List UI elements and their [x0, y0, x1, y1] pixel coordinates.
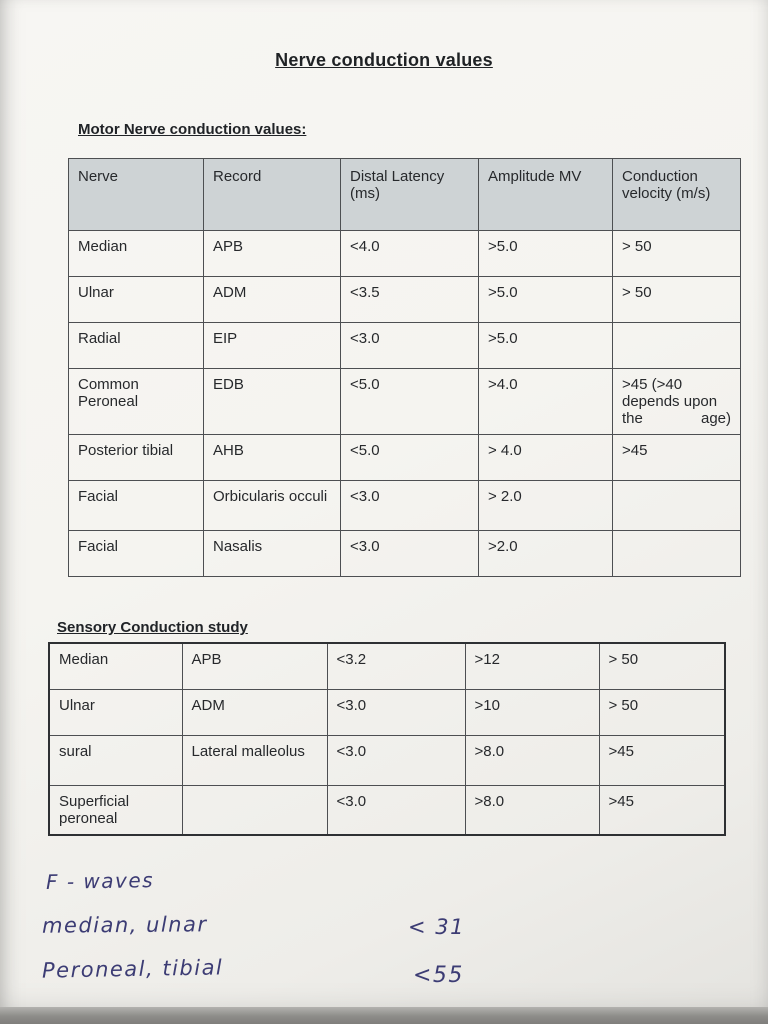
table-row: Facial Nasalis <3.0 >2.0: [68, 530, 741, 577]
table-cell: EIP: [203, 322, 341, 369]
table-cell: > 2.0: [478, 480, 613, 531]
table-cell: Nasalis: [203, 530, 341, 577]
table-cell: <3.0: [326, 734, 466, 786]
table-cell: <3.5: [340, 276, 479, 323]
table-cell: >5.0: [478, 276, 613, 323]
table-cell: Median: [48, 642, 183, 690]
table-cell: Common Peroneal: [68, 368, 204, 435]
table-cell: > 50: [612, 276, 741, 323]
table-cell: Lateral malleolus: [181, 734, 328, 786]
table-cell: >45: [598, 734, 726, 786]
table-cell: Radial: [68, 322, 204, 369]
handwritten-value-peroneal-tibial: <55: [413, 963, 464, 988]
table-header-cell: Nerve: [68, 158, 204, 231]
table-cell: <3.0: [340, 530, 479, 577]
table-cell: >45: [612, 434, 741, 481]
motor-section-heading: Motor Nerve conduction values:: [78, 121, 307, 138]
table-cell: [181, 784, 328, 836]
table-cell: AHB: [203, 434, 341, 481]
table-cell: >45: [598, 784, 726, 836]
table-header-cell: Conduction velocity (m/s): [612, 158, 741, 231]
table-cell: [612, 480, 741, 531]
table-row: Posterior tibial AHB <5.0 > 4.0 >45: [68, 434, 741, 481]
table-row: Radial EIP <3.0 >5.0: [68, 322, 741, 369]
table-row: Facial Orbicularis occuli <3.0 > 2.0: [68, 480, 741, 531]
table-cell: Facial: [68, 480, 204, 531]
table-cell: <3.0: [326, 688, 466, 736]
table-cell: ADM: [203, 276, 341, 323]
handwritten-note-median-ulnar: median, ulnar: [41, 912, 208, 938]
table-cell: >4.0: [478, 368, 613, 435]
table-cell: >5.0: [478, 230, 613, 277]
table-cell: >45 (>40 depends upon the age): [612, 368, 741, 435]
sensory-table: Median APB <3.2 >12 > 50 Ulnar ADM <3.0 …: [48, 642, 726, 836]
table-cell: <5.0: [340, 434, 479, 481]
table-cell: APB: [181, 642, 328, 690]
table-header-cell: Record: [203, 158, 341, 231]
table-row: Ulnar ADM <3.5 >5.0 > 50: [68, 276, 741, 323]
photo-background-edge: [0, 1007, 768, 1024]
table-row: sural Lateral malleolus <3.0 >8.0 >45: [48, 734, 726, 786]
table-cell: Posterior tibial: [68, 434, 204, 481]
motor-table: Nerve Record Distal Latency (ms) Amplitu…: [68, 158, 741, 577]
table-cell: > 50: [598, 688, 726, 736]
table-header-cell: Distal Latency (ms): [340, 158, 479, 231]
table-cell: Ulnar: [68, 276, 204, 323]
table-cell: [612, 322, 741, 369]
table-cell: <3.2: [326, 642, 466, 690]
table-row: Common Peroneal EDB <5.0 >4.0 >45 (>40 d…: [68, 368, 741, 435]
table-header-cell: Amplitude MV: [478, 158, 613, 231]
table-cell: > 4.0: [478, 434, 613, 481]
table-cell: >2.0: [478, 530, 613, 577]
table-cell: >12: [464, 642, 600, 690]
table-cell: EDB: [203, 368, 341, 435]
table-cell: > 50: [598, 642, 726, 690]
table-cell: Median: [68, 230, 204, 277]
table-row: Median APB <3.2 >12 > 50: [48, 642, 726, 690]
table-cell: Orbicularis occuli: [203, 480, 341, 531]
table-cell: <3.0: [340, 480, 479, 531]
handwritten-note-peroneal-tibial: Peroneal, tibial: [41, 955, 224, 983]
table-cell: Superficial peroneal: [48, 784, 183, 836]
table-cell: > 50: [612, 230, 741, 277]
table-cell: >8.0: [464, 734, 600, 786]
motor-header-row: Nerve Record Distal Latency (ms) Amplitu…: [68, 158, 741, 231]
page-title: Nerve conduction values: [275, 50, 493, 70]
table-row: Ulnar ADM <3.0 >10 > 50: [48, 688, 726, 736]
table-cell: Ulnar: [48, 688, 183, 736]
handwritten-note-f-waves: F - waves: [45, 868, 155, 894]
table-cell: ADM: [181, 688, 328, 736]
handwritten-value-median-ulnar: < 31: [408, 915, 465, 939]
table-cell: >8.0: [464, 784, 600, 836]
sensory-section-heading: Sensory Conduction study: [57, 619, 248, 636]
table-cell: <3.0: [326, 784, 466, 836]
table-cell: APB: [203, 230, 341, 277]
table-cell: sural: [48, 734, 183, 786]
table-row: Superficial peroneal <3.0 >8.0 >45: [48, 784, 726, 836]
table-cell: <3.0: [340, 322, 479, 369]
table-cell: [612, 530, 741, 577]
table-cell: >10: [464, 688, 600, 736]
table-cell: <5.0: [340, 368, 479, 435]
table-cell: <4.0: [340, 230, 479, 277]
table-cell: Facial: [68, 530, 204, 577]
table-row: Median APB <4.0 >5.0 > 50: [68, 230, 741, 277]
table-cell: >5.0: [478, 322, 613, 369]
